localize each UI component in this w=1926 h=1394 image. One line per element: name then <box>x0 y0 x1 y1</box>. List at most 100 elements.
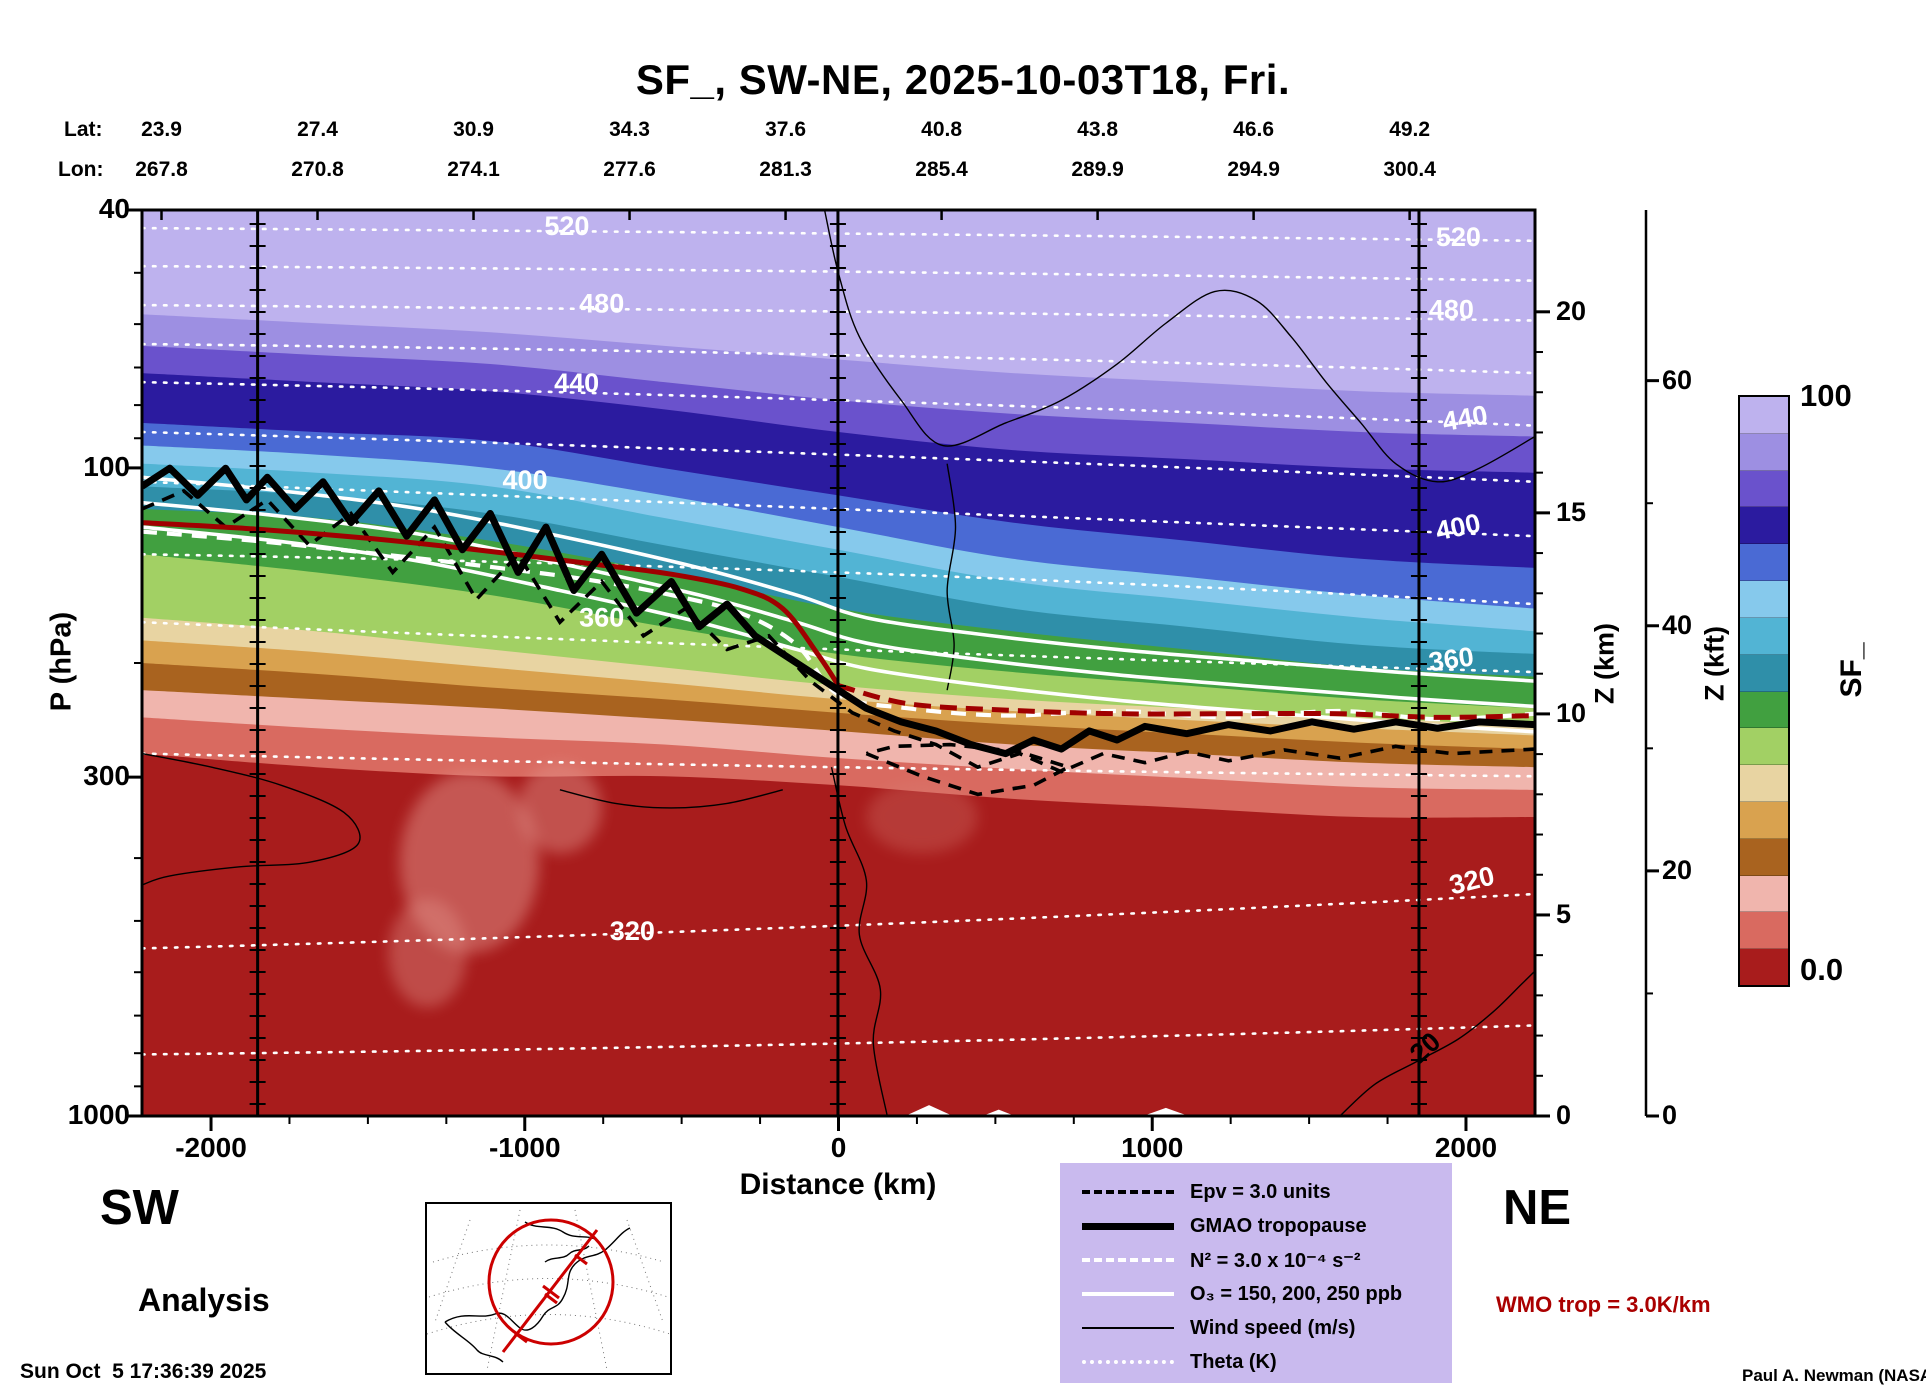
legend-label: GMAO tropopause <box>1190 1214 1367 1237</box>
colorbar-segment <box>1740 949 1788 985</box>
contour-label: 400 <box>503 465 548 495</box>
pressure-tick-label: 300 <box>83 760 130 792</box>
colorbar-segment <box>1740 397 1788 434</box>
pressure-tick-label: 1000 <box>67 1099 130 1130</box>
sw-endpoint-label: SW <box>100 1181 179 1235</box>
contour-label: 480 <box>579 288 624 318</box>
lat-axis-label: Lat: <box>64 118 103 141</box>
lon-axis-label: Lon: <box>58 158 104 181</box>
legend-label: O₃ = 150, 200, 250 ppb <box>1190 1282 1403 1305</box>
legend-item: GMAO tropopause <box>1060 1209 1452 1243</box>
pressure-axis-title: P (hPa) <box>45 611 78 712</box>
legend-line-sample <box>1082 1292 1174 1296</box>
contour-label: 360 <box>1427 641 1476 677</box>
legend: Epv = 3.0 units GMAO tropopause N² = 3.0 x… <box>1060 1163 1452 1383</box>
analysis-label: Analysis <box>138 1282 270 1318</box>
colorbar-segment <box>1740 617 1788 655</box>
contour-label: 360 <box>579 603 624 633</box>
legend-item: O₃ = 150, 200, 250 ppb <box>1060 1277 1452 1311</box>
colorbar-segment <box>1740 581 1788 618</box>
colorbar-segment <box>1740 507 1788 545</box>
z-km-axis-title: Z (km) <box>1589 623 1620 704</box>
colorbar-segment <box>1740 801 1788 839</box>
lon-value: 294.9 <box>1227 158 1280 181</box>
zkm-tick-label: 20 <box>1556 295 1587 326</box>
legend-line-sample <box>1082 1222 1174 1230</box>
legend-label: N² = 3.0 x 10⁻⁴ s⁻² <box>1190 1249 1361 1272</box>
distance-tick-label: 0 <box>830 1132 847 1163</box>
lon-value: 300.4 <box>1383 158 1436 181</box>
colorbar <box>1738 395 1790 987</box>
figure-title: SF_, SW-NE, 2025-10-03T18, Fri. <box>635 56 1291 103</box>
contour-label: 520 <box>1436 222 1481 252</box>
colorbar-segment <box>1740 544 1788 582</box>
zkm-tick-label: 5 <box>1556 898 1572 929</box>
lat-value: 49.2 <box>1389 118 1431 141</box>
colorbar-min-label: 0.0 <box>1800 952 1844 987</box>
contour-label: 520 <box>544 211 589 241</box>
colorbar-segment <box>1740 433 1788 471</box>
legend-item: Theta (K) <box>1060 1345 1452 1379</box>
legend-label: Theta (K) <box>1190 1350 1277 1373</box>
zkft-tick-label: 0 <box>1662 1100 1678 1130</box>
lon-value: 289.9 <box>1071 158 1124 181</box>
wmo-trop-note: WMO trop = 3.0K/km <box>1496 1292 1711 1317</box>
timestamp: Sun Oct 5 17:36:39 2025 <box>20 1360 267 1383</box>
zkft-tick-label: 20 <box>1662 854 1693 885</box>
distance-tick-label: 1000 <box>1121 1132 1184 1163</box>
colorbar-max-label: 100 <box>1800 378 1852 413</box>
lon-value: 267.8 <box>135 158 188 181</box>
lon-value: 277.6 <box>603 158 656 181</box>
lon-value: 270.8 <box>291 158 344 181</box>
cross-section-track <box>501 1229 599 1353</box>
legend-line-sample <box>1082 1258 1174 1262</box>
legend-item: N² = 3.0 x 10⁻⁴ s⁻² <box>1060 1243 1452 1277</box>
credit: Paul A. Newman (NASA <box>1742 1366 1926 1385</box>
distance-axis-title: Distance (km) <box>739 1168 937 1201</box>
lat-value: 37.6 <box>765 118 806 141</box>
colorbar-segment <box>1740 728 1788 766</box>
ne-endpoint-label: NE <box>1503 1181 1572 1235</box>
contour-label: 320 <box>610 916 655 946</box>
colorbar-segment <box>1740 654 1788 692</box>
lat-value: 23.9 <box>141 118 182 141</box>
legend-line-sample <box>1082 1360 1174 1364</box>
map-inset <box>425 1202 672 1375</box>
contour-label: 440 <box>554 368 599 398</box>
lon-value: 281.3 <box>759 158 812 181</box>
colorbar-axis-label: SF_ <box>1835 642 1868 698</box>
zkm-tick-label: 15 <box>1556 496 1587 527</box>
zkft-tick-label: 40 <box>1662 609 1693 640</box>
z-kft-axis-title: Z (kft) <box>1699 626 1730 701</box>
distance-tick-label: 2000 <box>1434 1132 1498 1163</box>
lat-value: 30.9 <box>453 118 494 141</box>
colorbar-segment <box>1740 765 1788 802</box>
lat-value: 34.3 <box>609 118 650 141</box>
pressure-tick-label: 100 <box>83 450 130 482</box>
lat-value: 46.6 <box>1233 118 1275 141</box>
legend-item: Wind speed (m/s) <box>1060 1311 1452 1345</box>
lon-value: 285.4 <box>915 158 968 181</box>
colorbar-segment <box>1740 875 1788 913</box>
zkm-tick-label: 0 <box>1556 1100 1572 1130</box>
legend-item: Epv = 3.0 units <box>1060 1175 1452 1209</box>
legend-label: Wind speed (m/s) <box>1190 1316 1356 1339</box>
distance-tick-label: -1000 <box>488 1132 561 1163</box>
map-range-circle <box>487 1218 615 1346</box>
zkft-tick-label: 60 <box>1662 364 1693 395</box>
colorbar-segment <box>1740 691 1788 729</box>
lon-value: 274.1 <box>447 158 500 181</box>
map-graticule <box>426 1209 671 1371</box>
lat-value: 27.4 <box>297 118 338 141</box>
lat-value: 43.8 <box>1077 118 1119 141</box>
pressure-tick-label: 40 <box>98 193 130 224</box>
legend-line-sample <box>1082 1190 1174 1194</box>
legend-label: Epv = 3.0 units <box>1190 1180 1331 1203</box>
legend-line-sample <box>1082 1327 1174 1329</box>
colorbar-segment <box>1740 838 1788 876</box>
contour-label: 480 <box>1429 295 1474 325</box>
zkm-tick-label: 10 <box>1556 697 1587 728</box>
lat-value: 40.8 <box>921 118 963 141</box>
